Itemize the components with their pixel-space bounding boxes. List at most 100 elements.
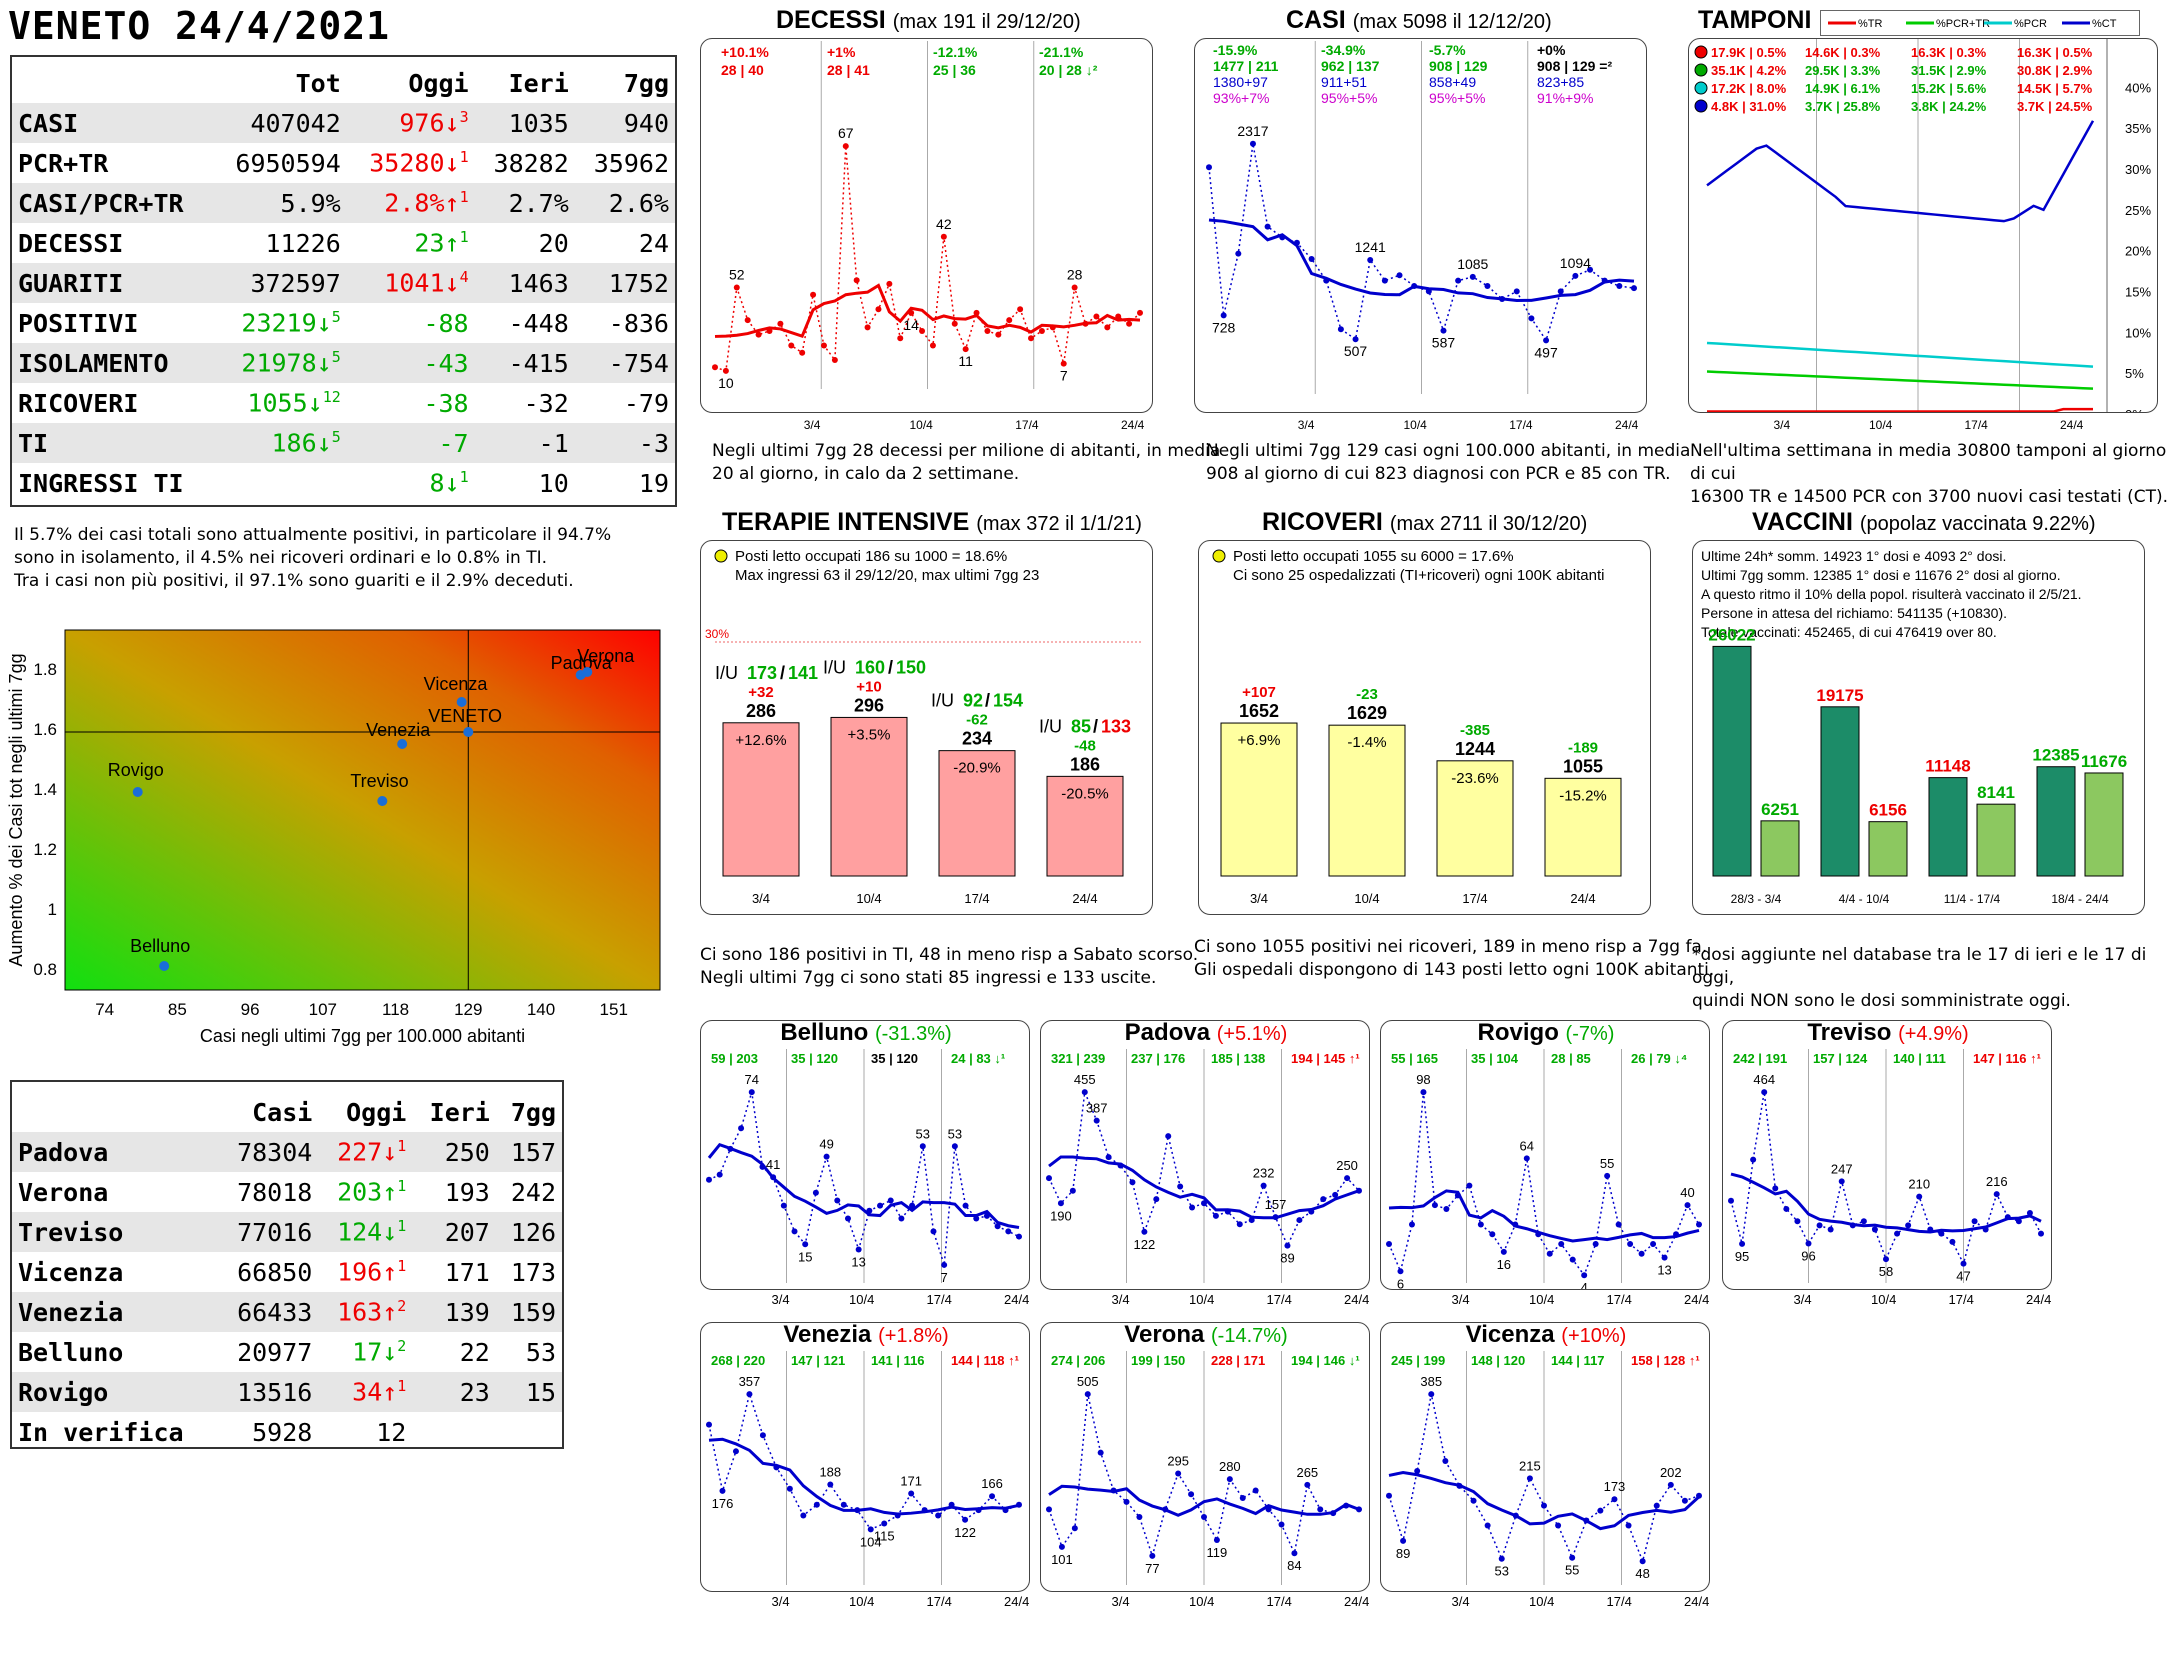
data-point xyxy=(1739,1240,1746,1247)
cell-tot: 186↓5 xyxy=(212,423,347,463)
value-label: 67 xyxy=(838,125,854,141)
data-point xyxy=(1615,1221,1622,1228)
week-stat: 59 | 203 xyxy=(711,1051,758,1066)
value-label: 232 xyxy=(1253,1166,1275,1181)
bar-delta: -62 xyxy=(966,712,988,729)
casi-note: Negli ultimi 7gg 129 casi ogni 100.000 a… xyxy=(1206,441,1691,484)
value-label: 74 xyxy=(745,1072,759,1087)
cell-ieri: 20 xyxy=(538,228,569,258)
iu-label: I/U xyxy=(823,657,846,677)
cell-oggi: 203↑1 xyxy=(337,1177,407,1207)
week-stat: 35 | 120 xyxy=(871,1051,918,1066)
date-tick: 3/4 xyxy=(1773,418,1791,432)
bar-pct: +3.5% xyxy=(848,726,891,743)
value-label: 58 xyxy=(1879,1264,1893,1279)
cell-oggi: -7 xyxy=(346,423,475,463)
data-point xyxy=(1761,1089,1768,1096)
date-tick: 10/4 xyxy=(856,891,881,906)
week-stat: 144 | 117 xyxy=(1551,1353,1605,1368)
data-point xyxy=(1420,1089,1427,1096)
value-label: 64 xyxy=(1520,1138,1534,1153)
main-table-header: Tot Oggi Ieri 7gg xyxy=(12,63,675,103)
data-point xyxy=(962,1516,969,1523)
bar-delta: +10 xyxy=(856,678,881,695)
data-point xyxy=(1894,1230,1901,1237)
bar-value: 1055 xyxy=(1563,756,1603,776)
data-point xyxy=(1038,328,1045,334)
data-point xyxy=(1408,1221,1415,1228)
row-label: Belluno xyxy=(18,1337,124,1367)
iu-in: 160 xyxy=(855,657,885,677)
daily-line xyxy=(1730,1091,2042,1266)
data-point xyxy=(984,328,991,334)
data-point xyxy=(1400,1537,1407,1544)
table-row: DECESSI 11226 23↑1 20 24 xyxy=(12,223,675,263)
category-label: 18/4 - 24/4 xyxy=(2051,892,2109,906)
value-label: 387 xyxy=(1086,1101,1108,1116)
trend-line xyxy=(707,1142,1020,1230)
data-point xyxy=(1728,1197,1734,1204)
data-point xyxy=(994,1223,1001,1230)
y-tick-label: 1 xyxy=(48,900,57,919)
data-point xyxy=(1543,337,1550,344)
data-point xyxy=(1489,1231,1496,1238)
trend-line xyxy=(1730,1172,2042,1234)
week-stat: 908 | 129 xyxy=(1429,58,1488,74)
date-tick: 17/4 xyxy=(1964,418,1988,432)
value-label: 47 xyxy=(1956,1269,1970,1284)
data-point xyxy=(827,1481,834,1488)
bar-pct: -20.5% xyxy=(1061,785,1109,802)
data-point xyxy=(1440,327,1447,334)
province-panel-vicenza: Vicenza (+10%)893855321555173482023/410/… xyxy=(1380,1322,1710,1592)
category-label: 4/4 - 10/4 xyxy=(1839,892,1890,906)
bar xyxy=(1220,722,1298,877)
table-row: INGRESSI TI 8↓1 10 19 xyxy=(12,463,675,503)
point-label: VENETO xyxy=(428,706,502,726)
data-point xyxy=(755,331,762,338)
data-point xyxy=(820,342,827,349)
week-stat: 237 | 176 xyxy=(1131,1051,1185,1066)
table-row: Treviso 77016 124↓1 207 126 xyxy=(12,1212,562,1252)
value-label: 101 xyxy=(1051,1552,1073,1567)
data-point xyxy=(1827,1226,1834,1233)
y-tick-label: 1.6 xyxy=(33,720,57,739)
week-stat: 91%+9% xyxy=(1537,90,1593,106)
iu-sep: / xyxy=(888,657,893,677)
data-point xyxy=(877,1202,884,1209)
cell-oggi: -88 xyxy=(423,308,469,338)
data-point xyxy=(919,328,926,334)
value-label: 98 xyxy=(1416,1072,1430,1087)
x-tick-label: 118 xyxy=(382,1000,409,1019)
week-stat: -15.9% xyxy=(1213,42,1258,58)
data-point xyxy=(1541,1502,1547,1509)
data-point xyxy=(1137,309,1143,316)
date-tick: 10/4 xyxy=(1871,1292,1897,1307)
date-tick: 24/4 xyxy=(2060,418,2084,432)
casi-panel: 72823175071241587108549710943/410/417/42… xyxy=(1194,38,1647,413)
value-label: 505 xyxy=(1077,1374,1099,1389)
bar-value: 186 xyxy=(1070,754,1100,774)
category-label: 11/4 - 17/4 xyxy=(1944,892,2001,906)
y-tick-label: 10% xyxy=(2125,325,2151,340)
bar-value: 1629 xyxy=(1347,703,1387,723)
y-tick-label: 40% xyxy=(2125,80,2151,95)
data-point xyxy=(1260,1182,1267,1189)
cell-7gg: 173 xyxy=(510,1257,556,1287)
y-tick-label: 25% xyxy=(2125,203,2151,218)
cell-ieri: 38282 xyxy=(493,148,569,178)
data-point xyxy=(1470,1497,1477,1504)
week-stat: 185 | 138 xyxy=(1211,1051,1265,1066)
data-point xyxy=(1638,1250,1645,1257)
week-stat: 147 | 116 ↑¹ xyxy=(1973,1051,2041,1066)
cell-casi: 66433 xyxy=(217,1292,319,1332)
data-point xyxy=(1367,256,1374,263)
row-label: Rovigo xyxy=(12,1372,218,1412)
value-label: 497 xyxy=(1534,344,1558,360)
value-label: 176 xyxy=(712,1496,734,1511)
week-stat: 140 | 111 xyxy=(1893,1051,1946,1066)
cell-ieri: -32 xyxy=(523,388,569,418)
data-point xyxy=(732,1448,739,1455)
data-point xyxy=(951,320,958,327)
value-label: 55 xyxy=(1600,1156,1614,1171)
cell-casi: 78304 xyxy=(217,1132,319,1172)
